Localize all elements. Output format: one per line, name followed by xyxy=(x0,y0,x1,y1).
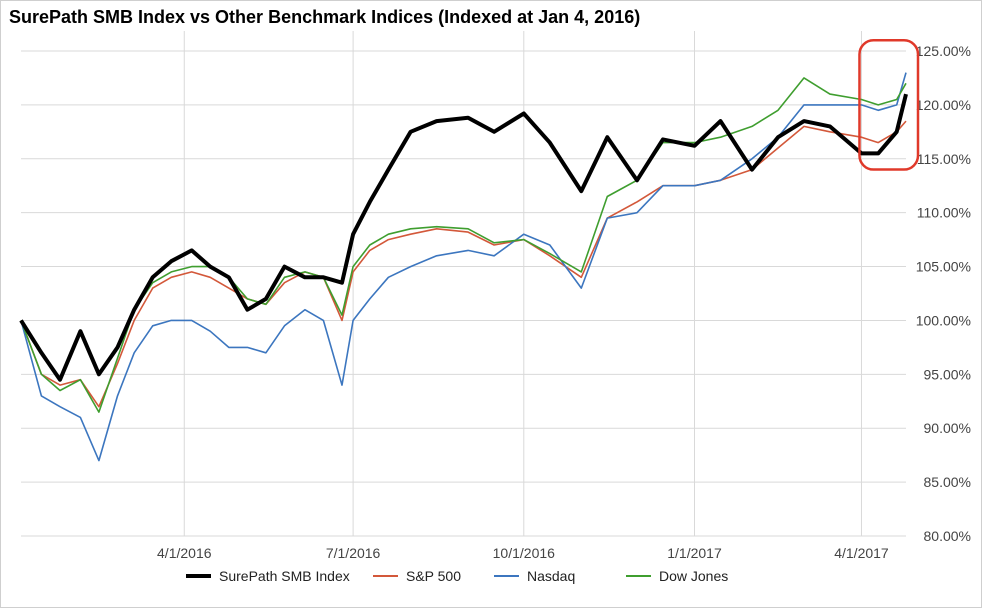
series-line-surepath-smb-index xyxy=(19,93,908,382)
series-lines xyxy=(19,72,908,462)
grid xyxy=(21,31,906,537)
y-tick-label: 110.00% xyxy=(917,205,971,221)
chart-title: SurePath SMB Index vs Other Benchmark In… xyxy=(9,7,641,27)
legend-label: Dow Jones xyxy=(659,568,728,584)
x-tick-label: 4/1/2017 xyxy=(834,545,889,561)
highlight-rectangle xyxy=(858,38,920,171)
y-tick-label: 105.00% xyxy=(916,259,971,275)
x-tick-label: 10/1/2016 xyxy=(493,545,555,561)
legend-label: Nasdaq xyxy=(527,568,575,584)
series-line-nasdaq xyxy=(20,72,907,462)
series-line-dow-jones xyxy=(20,77,907,413)
y-tick-label: 125.00% xyxy=(916,43,971,59)
y-tick-label: 90.00% xyxy=(924,420,971,436)
legend: SurePath SMB Index S&P 500 Nasdaq Dow Jones xyxy=(186,568,728,584)
highlight-box xyxy=(858,38,920,171)
y-tick-label: 95.00% xyxy=(924,366,971,382)
y-tick-label: 85.00% xyxy=(924,474,971,490)
legend-label: SurePath SMB Index xyxy=(219,568,350,584)
x-tick-label: 4/1/2016 xyxy=(157,545,212,561)
x-tick-label: 1/1/2017 xyxy=(667,545,722,561)
y-tick-label: 80.00% xyxy=(924,528,971,544)
legend-label: S&P 500 xyxy=(406,568,461,584)
series-line-s-p-500 xyxy=(20,120,907,408)
y-tick-label: 120.00% xyxy=(916,97,971,113)
y-tick-label: 115.00% xyxy=(917,151,971,167)
x-tick-label: 7/1/2016 xyxy=(326,545,381,561)
axis-labels: 80.00% 85.00% 90.00% 95.00% 100.00% 105.00% 11… xyxy=(157,43,971,561)
y-tick-label: 100.00% xyxy=(916,312,971,328)
